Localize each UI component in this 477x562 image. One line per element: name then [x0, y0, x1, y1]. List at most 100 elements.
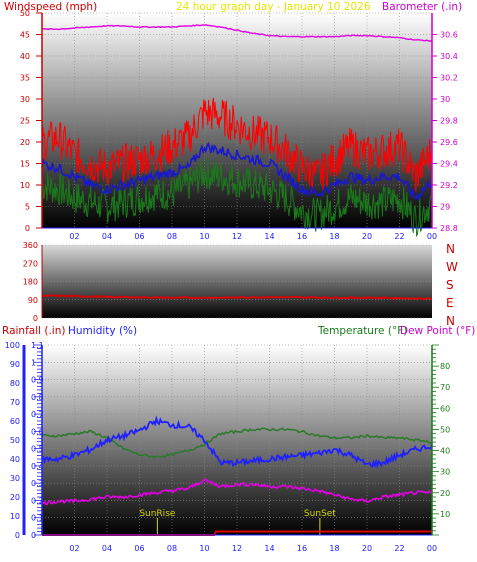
dewpoint-title: Dew Point (°F)	[400, 325, 475, 337]
wind-x-tick-label: 22	[394, 232, 404, 241]
barometer-y-tick-label: 29	[440, 203, 450, 212]
barometer-y-tick-label: 29.4	[440, 160, 458, 169]
wind-y-tick-label: 20	[20, 138, 30, 147]
wind-y-tick-label: 40	[20, 52, 30, 61]
temperature-title: Temperature (°F)	[317, 325, 407, 337]
rainfall-title: Rainfall (.in)	[2, 325, 65, 337]
wind-x-tick-label: 08	[167, 232, 177, 241]
wind-x-tick-label: 06	[134, 232, 144, 241]
wind-average-series	[41, 141, 433, 202]
humidity-y-tick-label: 40	[10, 455, 20, 464]
humidity-y-tick-label: 20	[10, 493, 20, 502]
direction-letter-w: W	[446, 260, 458, 274]
barometer-y-tick-label: 29.6	[440, 138, 458, 147]
barometer-y-tick-label: 30.2	[440, 74, 458, 83]
dewpoint-series	[41, 477, 433, 506]
bottom-x-tick-label: 00	[427, 544, 437, 553]
rainfall-y-tick-label: 0.7	[31, 410, 44, 419]
bottom-x-tick-label: 08	[167, 544, 177, 553]
bottom-x-tick-label: 20	[362, 544, 372, 553]
direction-series	[41, 294, 433, 301]
bottom-x-tick-label: 18	[329, 544, 339, 553]
wind-y-tick-label: 15	[20, 160, 30, 169]
bottom-x-tick-label: 10	[199, 544, 209, 553]
rainfall-y-tick-label: 0.4	[31, 462, 44, 471]
wind-y-tick-label: 30	[20, 95, 30, 104]
rainfall-y-tick-label: 1	[31, 358, 36, 367]
rainfall-y-tick-label: 0.6	[31, 427, 44, 436]
direction-y-tick-label: 90	[28, 296, 38, 305]
chart-title: 24 hour graph day - January 10 2026	[176, 1, 371, 13]
rainfall-y-tick-label: 0.5	[31, 445, 44, 454]
barometer-y-tick-label: 28.8	[440, 224, 458, 233]
wind-y-tick-label: 35	[20, 74, 30, 83]
humidity-y-tick-label: 70	[10, 398, 20, 407]
humidity-y-tick-label: 50	[10, 436, 20, 445]
wind-y-tick-label: 10	[20, 181, 30, 190]
barometer-series	[41, 24, 433, 42]
temperature-y-tick-label: 70	[440, 383, 450, 392]
wind-low-series	[41, 157, 433, 238]
direction-letter-n-bottom: N	[446, 314, 455, 328]
wind-x-tick-label: 16	[297, 232, 307, 241]
barometer-y-tick-label: 29.2	[440, 181, 458, 190]
direction-letter-n-top: N	[446, 242, 455, 256]
temperature-y-tick-label: 30	[440, 468, 450, 477]
rainfall-y-tick-label: 0.9	[31, 376, 44, 385]
rainfall-y-tick-label: 0.1	[31, 514, 44, 523]
barometer-y-tick-label: 30.6	[440, 31, 458, 40]
sun-marker-label: SunRise	[139, 509, 176, 519]
wind-x-tick-label: 18	[329, 232, 339, 241]
direction-letter-s: S	[446, 278, 454, 292]
bottom-x-tick-label: 16	[297, 544, 307, 553]
rainfall-y-tick-label: 0	[31, 531, 36, 540]
wind-x-tick-label: 02	[69, 232, 79, 241]
direction-letter-e: E	[446, 296, 454, 310]
rainfall-y-tick-label: 1.1	[31, 341, 44, 350]
temperature-series	[41, 427, 433, 459]
humidity-y-tick-label: 0	[15, 531, 20, 540]
rainfall-y-tick-label: 0.2	[31, 496, 44, 505]
temperature-y-tick-label: 40	[440, 447, 450, 456]
barometer-y-tick-label: 29.8	[440, 117, 458, 126]
temperature-y-tick-label: 10	[440, 510, 450, 519]
direction-y-tick-label: 360	[23, 241, 38, 250]
sun-marker-label: SunSet	[304, 509, 336, 519]
wind-x-tick-label: 14	[264, 232, 274, 241]
humidity-y-tick-label: 100	[5, 341, 20, 350]
wind-x-tick-label: 20	[362, 232, 372, 241]
temperature-y-tick-label: 20	[440, 489, 450, 498]
direction-y-tick-label: 180	[23, 278, 38, 287]
bottom-x-tick-label: 04	[102, 544, 112, 553]
wind-title: Windspeed (mph)	[4, 1, 97, 13]
humidity-y-tick-label: 80	[10, 379, 20, 388]
humidity-y-tick-label: 60	[10, 417, 20, 426]
bottom-x-tick-label: 02	[69, 544, 79, 553]
direction-y-tick-label: 270	[23, 259, 38, 268]
humidity-y-tick-label: 10	[10, 512, 20, 521]
bottom-x-tick-label: 06	[134, 544, 144, 553]
wind-y-tick-label: 45	[20, 31, 30, 40]
temperature-y-tick-label: 50	[440, 425, 450, 434]
bottom-x-tick-label: 22	[394, 544, 404, 553]
bottom-x-tick-label: 12	[232, 544, 242, 553]
humidity-y-tick-label: 30	[10, 474, 20, 483]
bottom-x-tick-label: 14	[264, 544, 274, 553]
barometer-y-tick-label: 30	[440, 95, 450, 104]
wind-y-tick-label: 0	[25, 224, 30, 233]
humidity-series	[41, 415, 433, 469]
rainfall-y-tick-label: 0.8	[31, 393, 44, 402]
wind-x-tick-label: 10	[199, 232, 209, 241]
wind-x-tick-label: 12	[232, 232, 242, 241]
rainfall-y-tick-label: 0.3	[31, 479, 44, 488]
barometer-y-tick-label: 30.4	[440, 52, 458, 61]
wind-y-tick-label: 50	[20, 9, 30, 18]
wind-x-tick-label: 04	[102, 232, 112, 241]
humidity-title: Humidity (%)	[68, 325, 137, 337]
temperature-y-tick-label: 60	[440, 404, 450, 413]
wind-gust-series	[41, 97, 433, 192]
barometer-title: Barometer (.in)	[382, 1, 462, 13]
direction-y-tick-label: 0	[33, 314, 38, 323]
